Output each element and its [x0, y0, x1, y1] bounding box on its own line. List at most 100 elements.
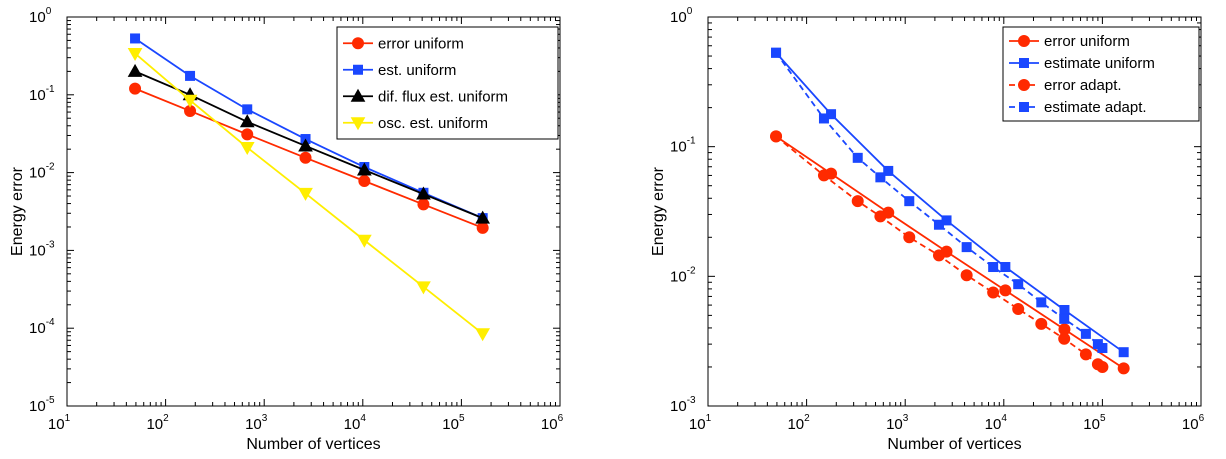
data-point [129, 82, 142, 95]
series-line [775, 52, 1103, 349]
data-point [356, 234, 372, 248]
x-tick-label: 105 [442, 413, 465, 433]
legend-marker [1019, 58, 1029, 68]
legend-marker [350, 117, 366, 131]
data-point [1035, 317, 1048, 330]
data-point [770, 130, 783, 143]
legend: error uniform estimate uniform error adapt… [1002, 26, 1200, 122]
series-error-uniform [770, 130, 1130, 375]
legend-entry-label: error adapt. [1044, 77, 1122, 94]
x-tick-label: 103 [886, 413, 909, 433]
y-tick-label: 10-4 [29, 317, 55, 337]
data-point [874, 210, 887, 223]
data-point [1012, 302, 1025, 315]
series-error-adapt [770, 130, 1109, 373]
legend: error uniform est. uniform dif. flux est. … [336, 26, 559, 140]
data-point [1013, 279, 1024, 290]
x-axis-label: Number of vertices [246, 436, 380, 453]
data-point [961, 242, 972, 253]
legend-marker [1018, 35, 1030, 47]
data-point [1080, 328, 1091, 339]
y-tick-label: 10-1 [670, 136, 696, 156]
y-tick-label: 10-2 [29, 162, 55, 182]
data-point [818, 113, 829, 124]
legend-entry-label: estimate uniform [1044, 55, 1155, 72]
legend-box [1002, 26, 1200, 122]
data-point [960, 269, 973, 282]
x-axis-label: Number of vertices [887, 436, 1021, 453]
y-tick-label: 100 [29, 6, 52, 26]
data-point [475, 328, 491, 342]
data-point [476, 221, 489, 234]
data-point [239, 142, 255, 156]
legend-entry-label: dif. flux est. uniform [378, 88, 508, 105]
data-point [851, 195, 864, 208]
data-point [298, 187, 313, 201]
data-point [127, 47, 143, 61]
data-point [241, 128, 254, 141]
series-error-uniform [129, 82, 489, 234]
data-point [417, 198, 430, 211]
data-point [875, 172, 886, 183]
plot-frame [66, 16, 561, 407]
x-tick-label: 105 [1083, 413, 1106, 433]
data-point [932, 249, 945, 262]
data-point [185, 70, 196, 81]
data-point [475, 210, 491, 224]
data-point [239, 114, 255, 128]
data-point [903, 231, 916, 244]
legend-entry-label: estimate adapt. [1044, 99, 1147, 116]
legend-entry-label: est. uniform [378, 62, 456, 79]
chart-left: 101 102 103 104 105 106 10-5 10-4 10-3 10-2 10-1 10… [9, 6, 564, 453]
data-point [852, 152, 863, 163]
data-point [299, 151, 312, 164]
data-point [933, 219, 944, 230]
data-point [1118, 347, 1129, 358]
data-point [999, 284, 1012, 297]
data-point [883, 165, 894, 176]
data-point [817, 169, 830, 182]
x-tick-label: 103 [245, 413, 268, 433]
y-axis-label: Energy error [650, 166, 667, 256]
y-tick-label: 10-1 [29, 84, 55, 104]
legend-marker [1019, 102, 1029, 112]
x-tick-label: 104 [985, 413, 1008, 433]
legend-marker [353, 64, 363, 75]
x-tick-label: 102 [146, 413, 169, 433]
y-tick-label: 10-5 [29, 395, 55, 415]
x-tick-label: 101 [689, 413, 712, 433]
y-tick-label: 100 [670, 6, 693, 26]
y-tick-label: 10-2 [670, 265, 696, 285]
data-point [1097, 343, 1108, 354]
data-point [1096, 360, 1109, 373]
x-tick-label: 104 [344, 413, 367, 433]
y-tick-label: 10-3 [29, 239, 55, 259]
data-point [1000, 262, 1011, 273]
data-point [356, 162, 372, 176]
series-osc-est-uniform [127, 47, 491, 342]
data-point [904, 196, 915, 207]
data-point [1036, 297, 1047, 308]
data-point [416, 281, 431, 295]
data-point [771, 47, 782, 58]
data-point [987, 286, 1000, 299]
chart-right: 101 102 103 104 105 106 10-3 10-2 10-1 100 Number … [650, 6, 1205, 453]
data-point [1117, 362, 1130, 375]
y-axis-label: Energy error [9, 166, 26, 256]
legend-entry-label: error uniform [1044, 33, 1130, 50]
x-tick-label: 101 [48, 413, 71, 433]
legend-box [336, 26, 559, 140]
legend-entry-label: osc. est. uniform [378, 115, 488, 132]
x-tick-label: 106 [541, 413, 564, 433]
x-tick-label: 106 [1182, 413, 1205, 433]
data-point [1079, 348, 1092, 361]
legend-entry-label: error uniform [378, 35, 464, 52]
data-point [1058, 332, 1071, 345]
plot-frame [707, 16, 1202, 407]
data-point [298, 138, 313, 152]
data-point [416, 186, 431, 200]
data-point [130, 33, 141, 44]
legend-marker [350, 88, 366, 102]
data-point [1059, 304, 1070, 315]
